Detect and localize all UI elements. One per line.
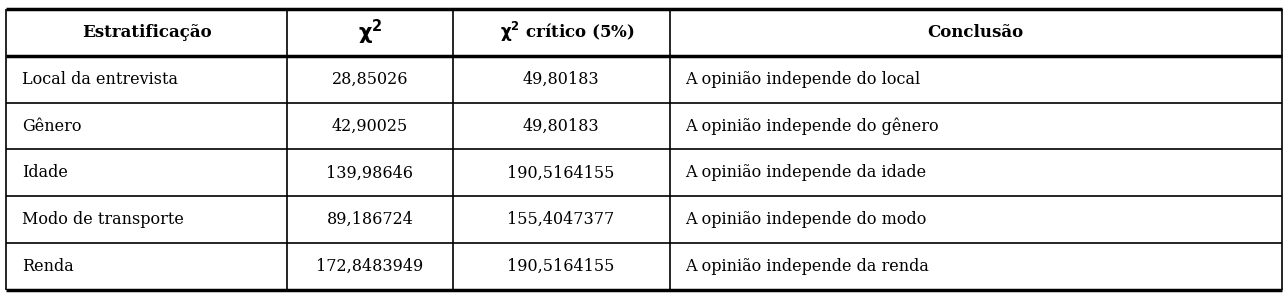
Text: Idade: Idade [22,164,68,181]
Text: Local da entrevista: Local da entrevista [22,71,178,88]
Text: A opinião independe da idade: A opinião independe da idade [685,164,926,181]
Text: A opinião independe do local: A opinião independe do local [685,71,920,88]
Text: 28,85026: 28,85026 [331,71,408,88]
Text: 190,5164155: 190,5164155 [507,258,614,275]
Text: 89,186724: 89,186724 [326,211,413,228]
Text: Gênero: Gênero [22,118,81,135]
Text: 139,98646: 139,98646 [326,164,413,181]
Text: 49,80183: 49,80183 [523,71,599,88]
Text: 49,80183: 49,80183 [523,118,599,135]
Text: 190,5164155: 190,5164155 [507,164,614,181]
Text: Conclusão: Conclusão [927,24,1024,41]
Text: 172,8483949: 172,8483949 [317,258,424,275]
Text: Estratificação: Estratificação [82,24,211,41]
Text: $\mathbf{\chi}^{\mathbf{2}}$ crítico (5%): $\mathbf{\chi}^{\mathbf{2}}$ crítico (5%… [500,20,635,45]
Text: A opinião independe da renda: A opinião independe da renda [685,258,929,275]
Text: 42,90025: 42,90025 [332,118,408,135]
Text: $\mathbf{\chi}^{\mathbf{2}}$: $\mathbf{\chi}^{\mathbf{2}}$ [358,18,383,47]
Text: A opinião independe do gênero: A opinião independe do gênero [685,117,939,135]
Text: Modo de transporte: Modo de transporte [22,211,184,228]
Text: A opinião independe do modo: A opinião independe do modo [685,211,926,228]
Text: Renda: Renda [22,258,73,275]
Text: 155,4047377: 155,4047377 [507,211,614,228]
